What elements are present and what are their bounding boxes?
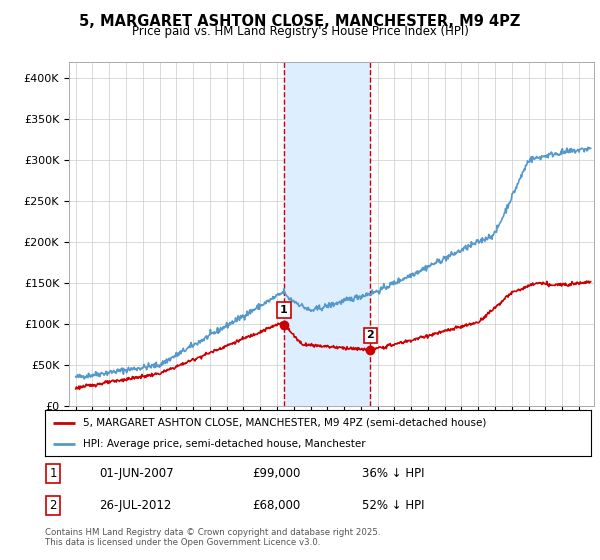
Text: Contains HM Land Registry data © Crown copyright and database right 2025.
This d: Contains HM Land Registry data © Crown c… [45,528,380,547]
Text: 01-JUN-2007: 01-JUN-2007 [100,467,174,480]
Bar [284,62,370,406]
Text: Price paid vs. HM Land Registry's House Price Index (HPI): Price paid vs. HM Land Registry's House … [131,25,469,38]
Text: 5, MARGARET ASHTON CLOSE, MANCHESTER, M9 4PZ: 5, MARGARET ASHTON CLOSE, MANCHESTER, M9… [79,14,521,29]
Text: 1: 1 [280,305,288,315]
Text: 36% ↓ HPI: 36% ↓ HPI [362,467,424,480]
Text: £99,000: £99,000 [253,467,301,480]
Text: 52% ↓ HPI: 52% ↓ HPI [362,500,424,512]
Text: 26-JUL-2012: 26-JUL-2012 [100,500,172,512]
Text: 5, MARGARET ASHTON CLOSE, MANCHESTER, M9 4PZ (semi-detached house): 5, MARGARET ASHTON CLOSE, MANCHESTER, M9… [83,418,487,428]
Text: 2: 2 [49,500,57,512]
Text: HPI: Average price, semi-detached house, Manchester: HPI: Average price, semi-detached house,… [83,439,366,449]
Text: 1: 1 [49,467,57,480]
Text: £68,000: £68,000 [253,500,301,512]
Text: 2: 2 [367,330,374,340]
